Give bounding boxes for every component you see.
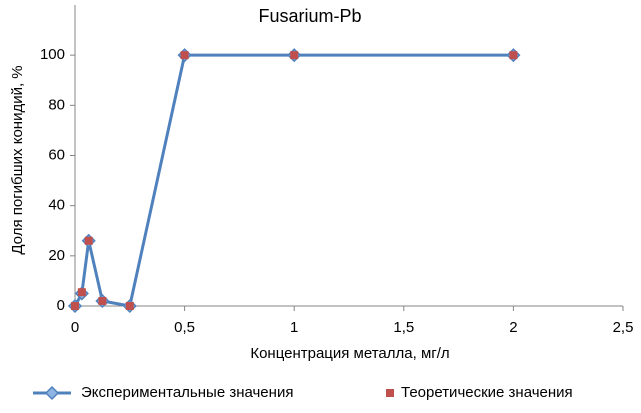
data-point — [290, 51, 299, 60]
legend-marker — [44, 385, 60, 401]
data-point — [77, 288, 86, 297]
chart-title: Fusarium-Pb — [258, 6, 361, 26]
x-tick-label: 1,5 — [393, 319, 414, 336]
y-tick-label: 100 — [40, 46, 65, 63]
x-tick-label: 2 — [509, 319, 517, 336]
data-point — [84, 236, 93, 245]
data-point — [180, 51, 189, 60]
y-tick-label: 40 — [48, 197, 65, 214]
y-tick-label: 0 — [57, 297, 65, 314]
series-line — [73, 53, 514, 308]
y-tick-label: 80 — [48, 96, 65, 113]
x-axis-label: Концентрация металла, мг/л — [250, 345, 449, 362]
y-tick-label: 20 — [48, 247, 65, 264]
x-tick-label: 0,5 — [174, 319, 195, 336]
data-point — [71, 302, 79, 310]
y-axis-label: Доля погибших конидий, % — [9, 65, 26, 254]
y-tick-label: 60 — [48, 146, 65, 163]
legend-marker — [386, 389, 394, 397]
x-tick-label: 1 — [290, 319, 298, 336]
data-point — [98, 296, 107, 305]
x-tick-label: 2,5 — [613, 319, 634, 336]
x-tick-label: 0 — [71, 319, 79, 336]
data-point — [509, 51, 518, 60]
data-point — [125, 302, 134, 310]
legend-label: Экспериментальные значения — [81, 384, 293, 401]
legend-label: Теоретические значения — [401, 384, 573, 401]
